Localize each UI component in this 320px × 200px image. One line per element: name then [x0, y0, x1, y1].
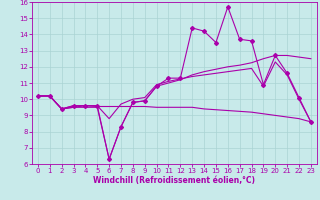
X-axis label: Windchill (Refroidissement éolien,°C): Windchill (Refroidissement éolien,°C)	[93, 176, 255, 185]
